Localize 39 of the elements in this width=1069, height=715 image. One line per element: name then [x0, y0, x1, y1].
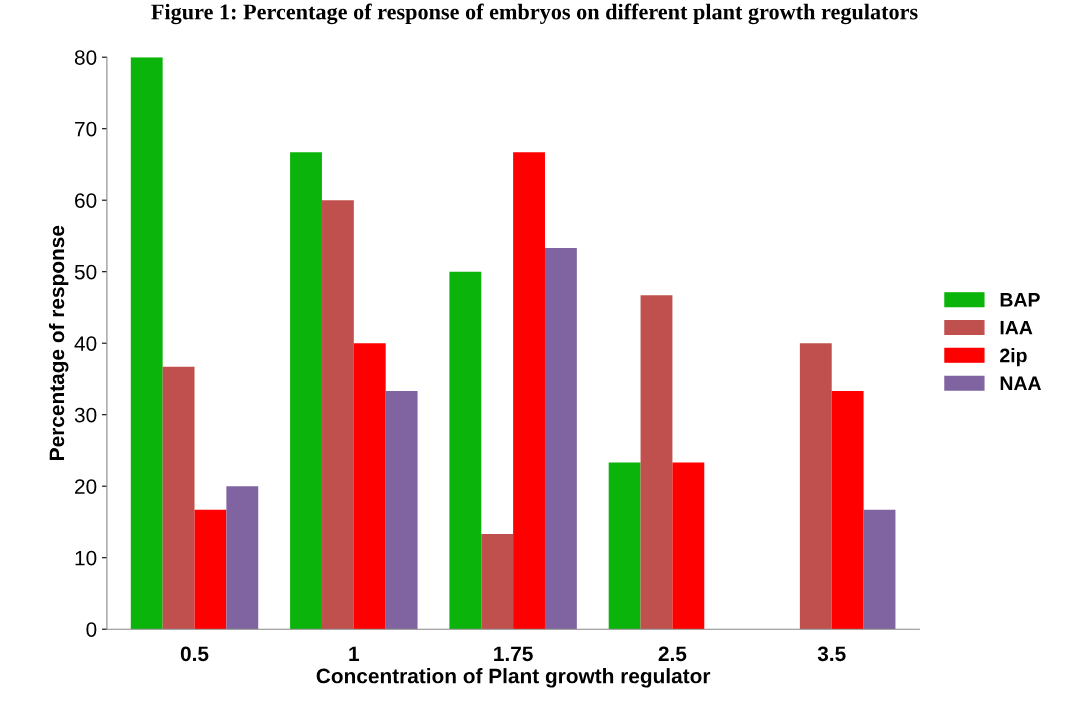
x-tick-label: 3.5 [817, 646, 846, 662]
x-tick-label: 1.75 [494, 646, 533, 662]
y-tick-label: 50 [74, 264, 97, 280]
bar [513, 152, 545, 630]
y-tick-label: 30 [74, 407, 97, 423]
bar [385, 391, 418, 630]
x-tick-label: 0.5 [180, 646, 209, 662]
bar [831, 391, 864, 630]
bar [321, 200, 354, 630]
bar [449, 271, 482, 630]
bar [640, 295, 673, 630]
bar [481, 534, 514, 630]
bar [544, 248, 577, 630]
bar [162, 366, 195, 630]
y-tick-label: 10 [75, 550, 97, 566]
x-tick-label: 2.5 [658, 646, 687, 662]
chart-title: Figure 1: Percentage of response of embryos on different plant growth regulators [151, 3, 918, 25]
y-axis-title: Percentage of response [48, 225, 69, 460]
legend-label: BAP [1000, 293, 1040, 307]
bar [194, 509, 227, 630]
legend-label: NAA [1000, 376, 1042, 390]
legend-label: IAA [1000, 320, 1033, 335]
bar [672, 462, 705, 630]
legend-label: 2ip [1000, 348, 1027, 367]
y-tick-label: 60 [75, 193, 97, 208]
y-tick-label: 40 [74, 336, 97, 351]
bar [130, 57, 163, 630]
x-axis-title: Concentration of Plant growth regulator [316, 668, 711, 688]
y-tick-label: 70 [75, 121, 97, 137]
bar [290, 152, 322, 630]
x-tick-label: 1 [349, 646, 360, 661]
y-tick-label: 0 [86, 622, 97, 637]
bar [608, 462, 641, 630]
bar [353, 343, 386, 630]
bar [799, 343, 832, 630]
y-tick-label: 80 [74, 50, 97, 65]
bar [226, 486, 259, 630]
y-tick-label: 20 [75, 479, 97, 494]
bar [863, 509, 896, 630]
